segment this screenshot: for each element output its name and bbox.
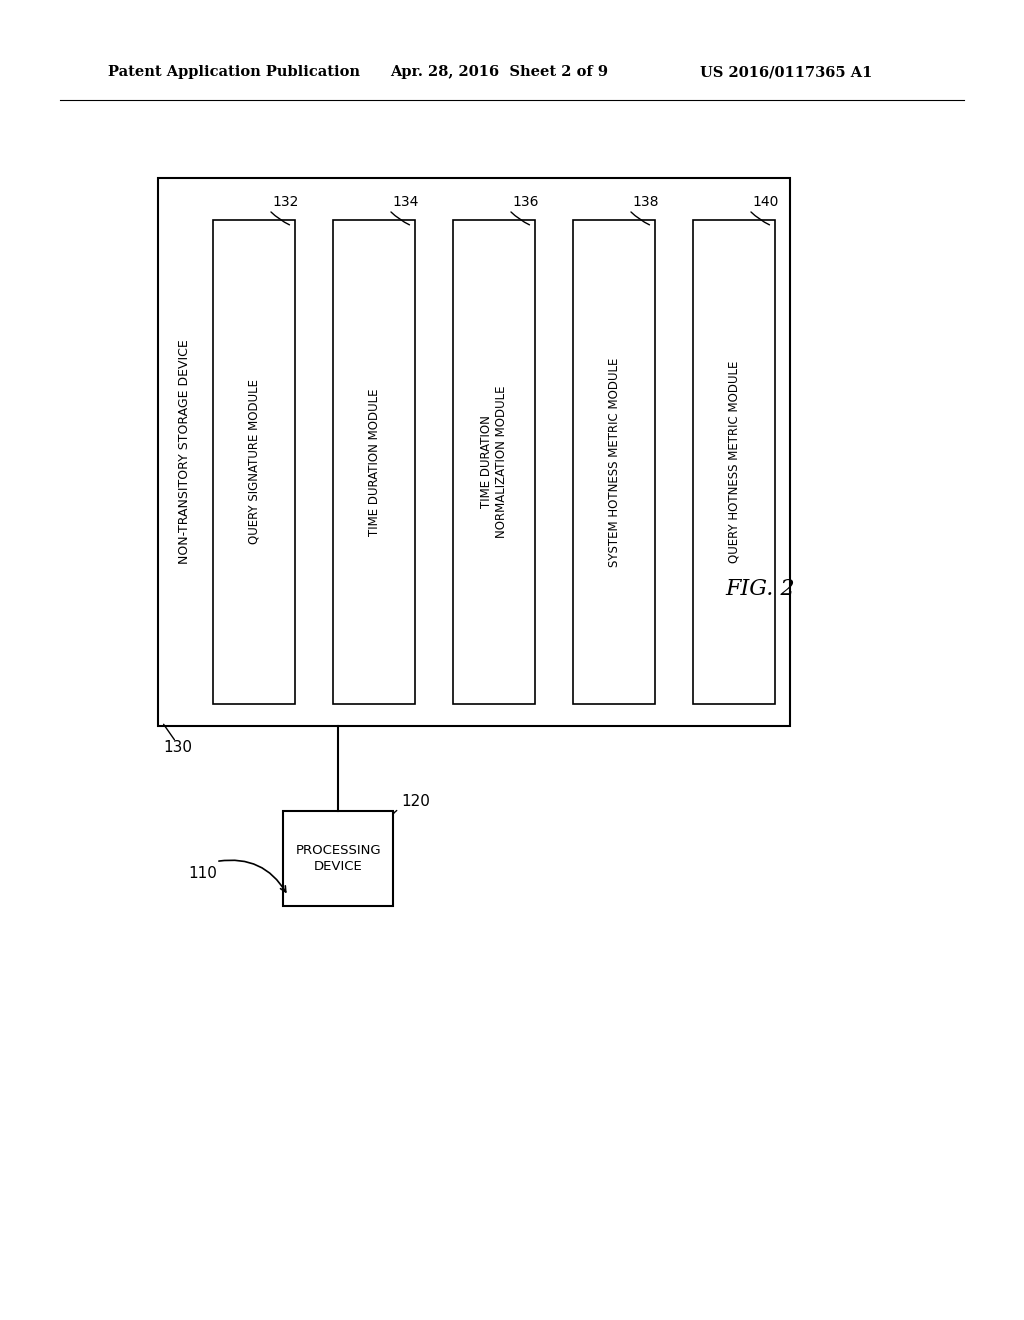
Bar <box>693 220 775 704</box>
Text: 110: 110 <box>188 866 217 880</box>
Bar <box>283 810 393 906</box>
Bar <box>213 220 295 704</box>
Text: QUERY HOTNESS METRIC MODULE: QUERY HOTNESS METRIC MODULE <box>727 360 740 564</box>
Text: QUERY SIGNATURE MODULE: QUERY SIGNATURE MODULE <box>248 380 260 544</box>
Text: 138: 138 <box>632 195 658 209</box>
Text: 136: 136 <box>512 195 539 209</box>
Text: 134: 134 <box>392 195 419 209</box>
Text: FIG. 2: FIG. 2 <box>725 578 795 601</box>
Text: SYSTEM HOTNESS METRIC MODULE: SYSTEM HOTNESS METRIC MODULE <box>607 358 621 566</box>
Bar <box>158 178 790 726</box>
Bar <box>333 220 415 704</box>
Bar <box>573 220 655 704</box>
Text: 120: 120 <box>401 793 430 808</box>
Text: 132: 132 <box>272 195 298 209</box>
Text: NON-TRANSITORY STORAGE DEVICE: NON-TRANSITORY STORAGE DEVICE <box>177 339 190 565</box>
Text: US 2016/0117365 A1: US 2016/0117365 A1 <box>700 65 872 79</box>
Text: PROCESSING
DEVICE: PROCESSING DEVICE <box>295 845 381 873</box>
Text: TIME DURATION
NORMALIZATION MODULE: TIME DURATION NORMALIZATION MODULE <box>480 385 508 539</box>
Bar <box>453 220 535 704</box>
Text: 140: 140 <box>752 195 778 209</box>
Text: TIME DURATION MODULE: TIME DURATION MODULE <box>368 388 381 536</box>
Text: 130: 130 <box>163 741 193 755</box>
Text: Patent Application Publication: Patent Application Publication <box>108 65 360 79</box>
Text: Apr. 28, 2016  Sheet 2 of 9: Apr. 28, 2016 Sheet 2 of 9 <box>390 65 608 79</box>
